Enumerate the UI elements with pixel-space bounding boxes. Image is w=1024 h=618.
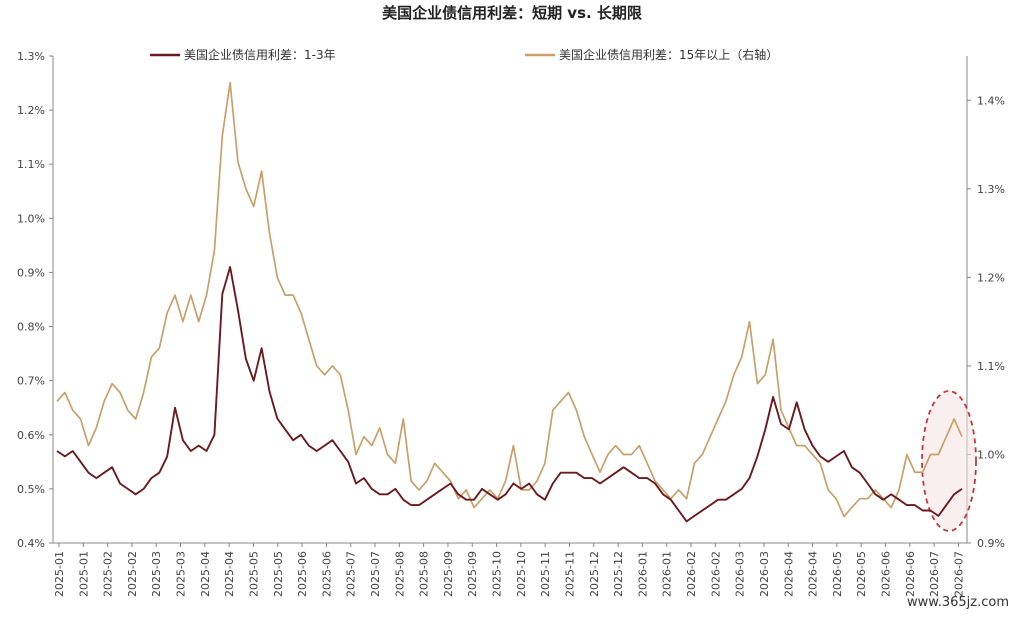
legend-label-short: 美国企业债信用利差：1-3年 [184, 47, 336, 62]
x-tick-label: 2026-07 [952, 551, 965, 597]
y-tick-label-left: 0.5% [17, 483, 45, 496]
x-tick-label: 2025-10 [491, 551, 504, 597]
x-tick-label: 2026-05 [831, 551, 844, 597]
x-tick-label: 2025-11 [539, 551, 552, 597]
legend: 美国企业债信用利差：1-3年 美国企业债信用利差：15年以上（右轴） [150, 47, 778, 62]
x-tick-label: 2025-01 [53, 551, 66, 597]
x-tick-label: 2025-02 [126, 551, 139, 597]
x-tick-label: 2025-09 [442, 551, 455, 597]
x-tick-label: 2026-03 [758, 551, 771, 597]
x-tick-label: 2025-02 [102, 551, 115, 597]
x-tick-label: 2026-02 [709, 551, 722, 597]
y-tick-label-left: 0.8% [17, 321, 45, 334]
x-tick-label: 2025-04 [223, 551, 236, 597]
highlight-ellipse [921, 390, 977, 532]
y-tick-label-left: 0.9% [17, 266, 45, 279]
series-line-short-term [56, 266, 963, 523]
y-axis-right: 0.9% 1.0% 1.1% 1.2% 1.3% 1.4% [967, 94, 1005, 550]
x-tick-label: 2025-07 [345, 551, 358, 597]
y-tick-label-left: 1.3% [17, 50, 45, 63]
x-tick-label: 2025-04 [199, 551, 212, 597]
series-line-long-term [56, 81, 963, 518]
y-tick-label-left: 0.6% [17, 429, 45, 442]
y-tick-label-right: 0.9% [977, 537, 1005, 550]
y-tick-label-left: 1.1% [17, 158, 45, 171]
x-tick-label: 2025-03 [175, 551, 188, 597]
y-axis-left: 0.4% 0.5% 0.6% 0.7% 0.8% 0.9% 1.0% 1.1% 1.2% 1.3% [17, 50, 53, 550]
x-tick-label: 2026-04 [807, 551, 820, 597]
y-tick-label-right: 1.0% [977, 448, 1005, 461]
series-layer [56, 81, 963, 523]
y-tick-label-right: 1.4% [977, 94, 1005, 107]
y-tick-label-left: 1.0% [17, 212, 45, 225]
legend-label-long: 美国企业债信用利差：15年以上（右轴） [559, 47, 778, 62]
chart-title: 美国企业债信用利差：短期 vs. 长期限 [382, 4, 642, 22]
x-tick-label: 2025-05 [247, 551, 260, 597]
x-axis: 2025-01 2025-01 2025-02 2025-02 2025-03 2025-… [53, 543, 965, 597]
x-tick-label: 2025-06 [320, 551, 333, 597]
x-tick-label: 2025-07 [369, 551, 382, 597]
x-tick-label: 2025-05 [272, 551, 285, 597]
y-tick-label-left: 0.4% [17, 537, 45, 550]
x-tick-label: 2025-12 [588, 551, 601, 597]
y-tick-label-right: 1.1% [977, 360, 1005, 373]
x-tick-label: 2026-05 [855, 551, 868, 597]
x-tick-label: 2025-08 [393, 551, 406, 597]
x-tick-label: 2026-06 [879, 551, 892, 597]
x-tick-label: 2025-01 [77, 551, 90, 597]
x-tick-label: 2026-03 [734, 551, 747, 597]
x-tick-label: 2025-03 [150, 551, 163, 597]
x-tick-label: 2025-10 [515, 551, 528, 597]
x-tick-label: 2025-11 [563, 551, 576, 597]
x-tick-label: 2025-09 [466, 551, 479, 597]
x-tick-label: 2026-01 [636, 551, 649, 597]
y-tick-label-left: 1.2% [17, 104, 45, 117]
watermark: www.365jz.com [907, 595, 1009, 610]
x-tick-label: 2025-06 [296, 551, 309, 597]
y-tick-label-right: 1.2% [977, 271, 1005, 284]
x-tick-label: 2025-08 [418, 551, 431, 597]
x-tick-label: 2026-07 [928, 551, 941, 597]
x-tick-label: 2026-06 [904, 551, 917, 597]
x-tick-label: 2026-01 [661, 551, 674, 597]
x-tick-label: 2025-12 [612, 551, 625, 597]
y-tick-label-right: 1.3% [977, 183, 1005, 196]
y-tick-label-left: 0.7% [17, 375, 45, 388]
x-tick-label: 2026-04 [782, 551, 795, 597]
x-tick-label: 2026-02 [685, 551, 698, 597]
